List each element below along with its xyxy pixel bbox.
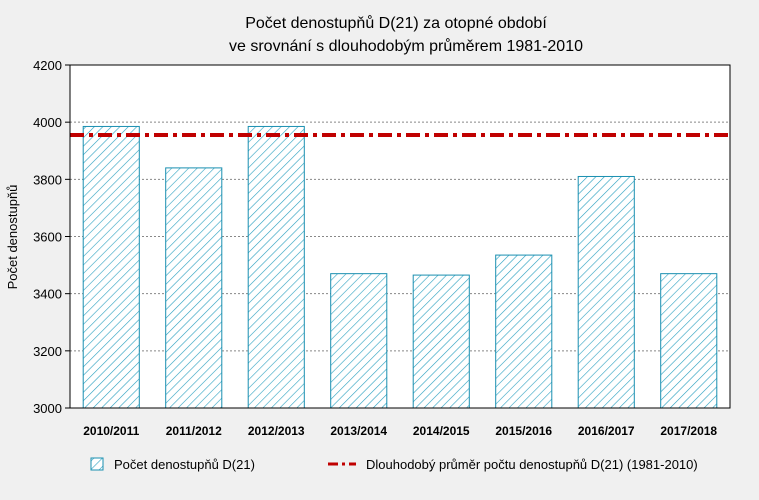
y-tick-label: 4000 (33, 115, 62, 130)
x-tick-label: 2010/2011 (83, 424, 139, 438)
bar (577, 175, 635, 409)
x-tick-label: 2011/2012 (166, 424, 222, 438)
bar (412, 274, 470, 409)
legend-label-average: Dlouhodobý průměr počtu denostupňů D(21)… (366, 457, 698, 472)
y-tick-label: 3200 (33, 344, 62, 359)
y-tick-label: 3800 (33, 172, 62, 187)
x-tick-label: 2012/2013 (248, 424, 305, 438)
x-tick-label: 2015/2016 (495, 424, 552, 438)
bar (247, 125, 305, 409)
x-tick-label: 2017/2018 (660, 424, 717, 438)
x-tick-label: 2016/2017 (578, 424, 635, 438)
bars (82, 125, 718, 409)
legend-swatch-bars (90, 457, 104, 471)
y-tick-label: 3400 (33, 287, 62, 302)
chart-subtitle: ve srovnání s dlouhodobým průměrem 1981-… (229, 37, 583, 55)
bar (330, 273, 388, 409)
legend-label-bars: Počet denostupňů D(21) (114, 457, 255, 472)
bar (660, 273, 718, 409)
y-tick-label: 3600 (33, 230, 62, 245)
y-tick-label: 4200 (33, 58, 62, 73)
y-tick-label: 3000 (33, 401, 62, 416)
x-axis-ticks: 2010/2011 2011/2012 2012/2013 2013/2014 2014… (83, 424, 717, 438)
bar (165, 167, 223, 409)
y-axis-title: Počet denostupňů (5, 185, 20, 290)
legend: Počet denostupňů D(21) Dlouhodobý průměr… (90, 457, 698, 472)
y-axis-ticks: 3000 3200 3400 3600 3800 4000 4200 (33, 58, 70, 416)
x-tick-label: 2013/2014 (330, 424, 387, 438)
chart-title: Počet denostupňů D(21) za otopné období (245, 14, 547, 32)
x-tick-label: 2014/2015 (413, 424, 470, 438)
bar (82, 125, 140, 409)
bar (495, 254, 553, 409)
